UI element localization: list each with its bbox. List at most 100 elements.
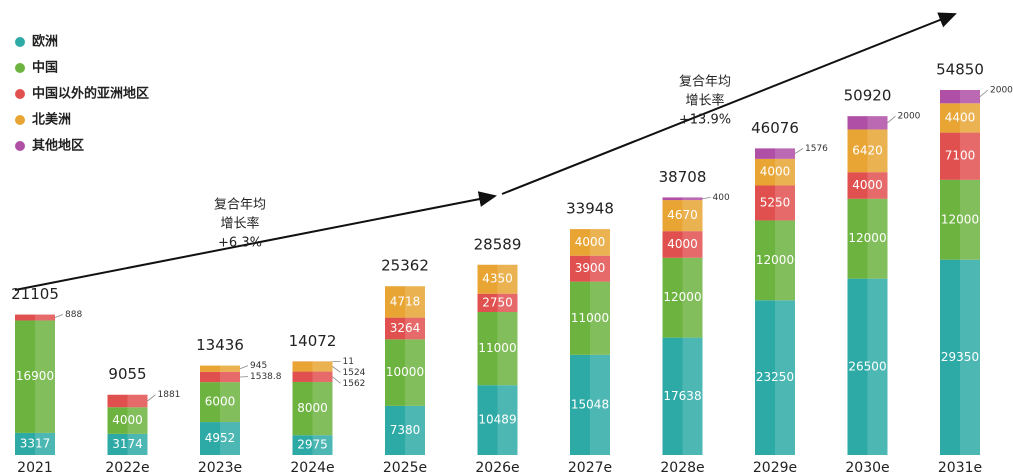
bar-segment bbox=[200, 371, 220, 383]
value-label: 12000 bbox=[663, 290, 701, 304]
bar-segment bbox=[940, 259, 960, 455]
total-label: 9055 bbox=[108, 365, 146, 383]
total-label: 54850 bbox=[936, 61, 984, 79]
value-label: 10489 bbox=[478, 413, 516, 427]
legend-label: 其他地区 bbox=[32, 138, 84, 154]
bar-segment bbox=[867, 116, 888, 130]
annotation: 复合年均 bbox=[679, 75, 731, 90]
bar-segment bbox=[940, 179, 960, 260]
bar-segment bbox=[755, 158, 775, 186]
bar-segment bbox=[755, 220, 775, 301]
bar-segment bbox=[220, 371, 240, 383]
bar-segment bbox=[755, 185, 775, 221]
value-label: 7380 bbox=[390, 423, 421, 437]
value-label: 2000 bbox=[990, 86, 1013, 96]
bar-segment bbox=[405, 339, 425, 406]
bar-segment bbox=[847, 198, 868, 279]
value-label: 8000 bbox=[297, 401, 328, 415]
bar-segment bbox=[940, 132, 960, 180]
bar-segment bbox=[220, 382, 240, 423]
bar-segment bbox=[960, 103, 980, 133]
bar-segment bbox=[220, 422, 240, 455]
leader-line bbox=[332, 376, 341, 384]
bar-segment bbox=[847, 116, 868, 130]
bar-segment bbox=[662, 200, 683, 232]
legend-label: 中国以外的亚洲地区 bbox=[32, 86, 149, 102]
value-label: 4350 bbox=[482, 272, 513, 286]
x-tick-label: 2022e bbox=[105, 460, 149, 475]
value-label: 11000 bbox=[478, 341, 516, 355]
bar-segment bbox=[127, 407, 148, 434]
leader-line bbox=[239, 365, 249, 370]
bar-segment bbox=[292, 435, 313, 455]
value-label: 1562 bbox=[343, 379, 366, 389]
legend-label: 欧洲 bbox=[32, 34, 58, 50]
bar-segment bbox=[477, 264, 498, 294]
bar-segment bbox=[775, 300, 795, 455]
value-label: 1881 bbox=[158, 390, 181, 400]
value-label: 888 bbox=[65, 310, 82, 320]
bar-segment bbox=[497, 293, 518, 313]
bar-segment bbox=[960, 259, 980, 455]
bar-segment bbox=[292, 381, 313, 436]
bar-segment bbox=[960, 132, 980, 180]
bar-segment bbox=[755, 300, 775, 455]
value-label: 400 bbox=[713, 193, 730, 203]
bar-segment bbox=[385, 405, 405, 455]
x-tick-label: 2024e bbox=[290, 460, 334, 475]
bar-segment bbox=[477, 312, 498, 386]
bar-segment bbox=[662, 337, 683, 455]
bar-segment bbox=[662, 257, 683, 338]
bar-segment bbox=[107, 433, 128, 455]
annotation: 复合年均 bbox=[214, 198, 266, 213]
bar-segment bbox=[682, 200, 703, 232]
x-tick-label: 2030e bbox=[845, 460, 889, 475]
bar-segment bbox=[960, 90, 980, 104]
value-label: 12000 bbox=[756, 253, 794, 267]
bar-segment bbox=[775, 148, 795, 159]
legend-label: 中国 bbox=[32, 60, 58, 76]
value-label: 16900 bbox=[16, 369, 54, 383]
value-label: 10000 bbox=[386, 365, 424, 379]
bar-segment bbox=[775, 220, 795, 301]
bar-segment bbox=[477, 385, 498, 455]
legend-swatch bbox=[15, 37, 25, 47]
bar-segment bbox=[35, 314, 55, 321]
total-label: 25362 bbox=[381, 257, 429, 275]
bar-segment bbox=[590, 255, 610, 282]
bar-segment bbox=[590, 281, 610, 355]
bar-segment bbox=[847, 172, 868, 199]
bar-segment bbox=[200, 382, 220, 423]
total-label: 50920 bbox=[844, 87, 892, 105]
annotation: +13.9% bbox=[679, 113, 731, 128]
bar-segment bbox=[292, 371, 313, 382]
leader-line bbox=[147, 394, 156, 402]
leader-line bbox=[54, 314, 64, 318]
bar-segment bbox=[35, 432, 55, 455]
bar-segment bbox=[477, 293, 498, 313]
bar-segment bbox=[570, 281, 590, 355]
bar-segment bbox=[35, 320, 55, 433]
value-label: 15048 bbox=[571, 397, 609, 411]
bar-segment bbox=[775, 158, 795, 186]
annotation: 增长率 bbox=[685, 93, 724, 109]
bar-segment bbox=[497, 385, 518, 455]
bar-segment bbox=[127, 433, 148, 455]
leader-line bbox=[702, 197, 711, 200]
bar-segment bbox=[107, 394, 128, 408]
bar-segment bbox=[497, 312, 518, 386]
bar-segment bbox=[200, 365, 220, 372]
bar-segment bbox=[867, 172, 888, 199]
value-label: 6420 bbox=[852, 143, 883, 157]
bar-segment bbox=[662, 231, 683, 258]
bar-segment bbox=[312, 371, 333, 382]
bar-segment bbox=[662, 197, 683, 201]
x-tick-label: 2029e bbox=[753, 460, 797, 475]
value-label: 2975 bbox=[297, 438, 328, 452]
bar-segment bbox=[127, 394, 148, 408]
total-label: 28589 bbox=[474, 235, 522, 253]
bar-segment bbox=[292, 361, 313, 372]
value-label: 4000 bbox=[112, 413, 143, 427]
bar-segment bbox=[847, 278, 868, 455]
bar-segment bbox=[15, 320, 35, 433]
